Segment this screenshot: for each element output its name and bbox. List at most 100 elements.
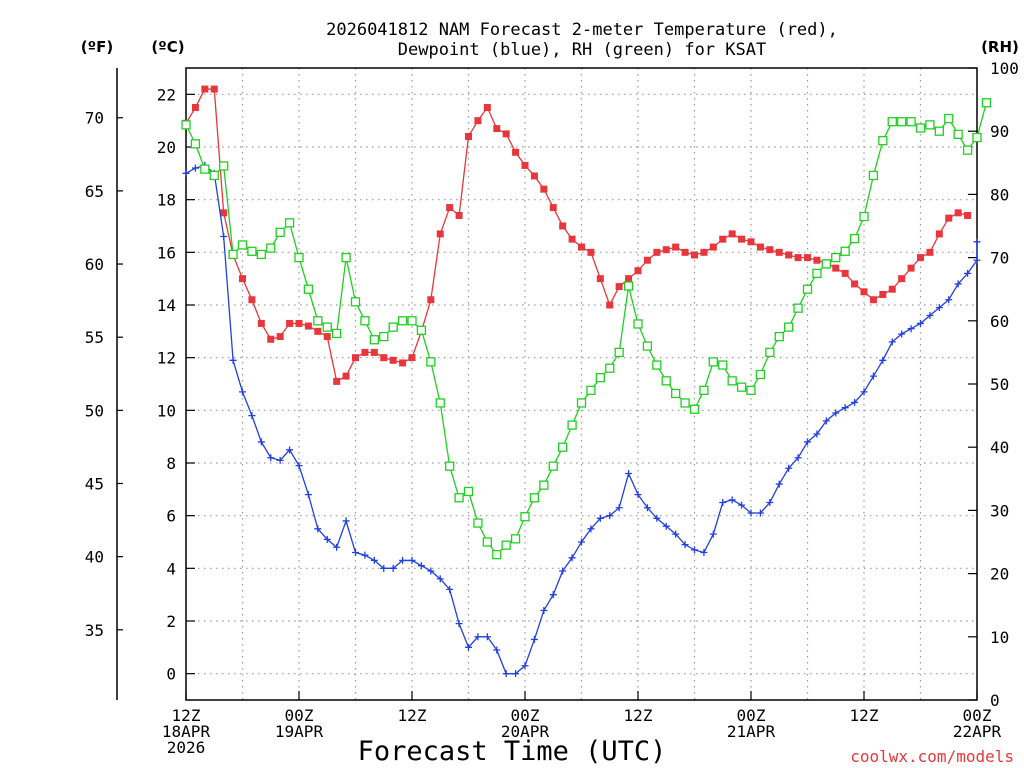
dewpoint-point	[766, 499, 774, 506]
temperature-point	[879, 290, 887, 298]
temperature-point	[587, 248, 595, 256]
fahrenheit-unit-label: (ºF)	[81, 38, 113, 56]
rh-tick-label: 30	[990, 501, 1009, 520]
dewpoint-series	[182, 161, 981, 678]
temperature-point	[483, 104, 491, 111]
dewpoint-point	[286, 446, 294, 454]
dewpoint-point	[794, 454, 802, 462]
rh-tick-label: 10	[990, 628, 1009, 647]
rh-point	[190, 139, 201, 149]
dewpoint-point	[860, 388, 868, 396]
temperature-point	[728, 230, 736, 238]
celsius-tick-label: 2	[166, 612, 176, 631]
temperature-point	[559, 222, 567, 230]
rh-tick-label: 60	[990, 312, 1009, 331]
dewpoint-point	[643, 504, 651, 512]
temperature-point	[201, 85, 209, 93]
rh-point	[614, 347, 624, 358]
rh-point	[727, 376, 737, 386]
rh-point	[266, 243, 276, 253]
time-tick-label: 00Z	[511, 706, 540, 725]
temperature-point	[370, 348, 378, 356]
rh-point	[849, 233, 860, 244]
temperature-point	[512, 148, 520, 156]
rh-point	[294, 252, 304, 263]
temperature-point	[653, 248, 661, 256]
time-tick-label: 12Z	[850, 706, 879, 725]
temperature-point	[672, 243, 680, 251]
rh-point	[793, 303, 803, 313]
temperature-point	[785, 251, 793, 259]
rh-point	[736, 382, 747, 392]
rh-point	[859, 211, 869, 222]
rh-point	[341, 252, 351, 263]
dewpoint-point	[917, 319, 924, 327]
rh-point	[313, 316, 323, 326]
dewpoint-point	[182, 169, 190, 177]
rh-point	[642, 341, 653, 351]
dewpoint-point	[568, 554, 576, 562]
rh-unit-label: (RH)	[981, 38, 1019, 56]
rh-point	[661, 376, 671, 386]
rh-point	[558, 442, 568, 452]
rh-point	[332, 328, 342, 339]
rh-point	[445, 461, 455, 471]
rh-point	[897, 117, 907, 127]
rh-point	[510, 534, 521, 544]
temperature-point	[719, 235, 727, 243]
celsius-tick-label: 6	[166, 507, 176, 526]
dewpoint-point	[634, 491, 642, 499]
dewpoint-point	[935, 304, 943, 312]
temperature-point	[681, 248, 689, 256]
fahrenheit-tick-label: 50	[85, 401, 104, 420]
rh-tick-label: 80	[990, 185, 1009, 204]
temperature-point	[907, 264, 915, 272]
temperature-point	[399, 359, 407, 367]
rh-point	[953, 129, 963, 140]
rh-point	[944, 113, 954, 124]
dewpoint-point	[700, 549, 708, 557]
dewpoint-point	[653, 514, 661, 522]
rh-point	[708, 357, 718, 367]
temperature-point	[747, 238, 755, 246]
temperature-point	[869, 296, 877, 304]
temperature-point	[568, 235, 576, 243]
temperature-point	[502, 130, 510, 138]
rh-point	[652, 360, 662, 370]
dewpoint-point	[389, 564, 397, 572]
rh-point	[623, 281, 634, 291]
dewpoint-point	[493, 646, 501, 654]
dewpoint-point	[399, 556, 407, 564]
axis-ticks: 0 2 4 6 8 10 12 14 16 18 20 22 35 40 45 50 55 60 65 70 0 10 20…	[85, 59, 1019, 757]
temperature-point	[436, 230, 444, 238]
temperature-point	[210, 85, 218, 93]
time-tick-label: 00Z	[285, 706, 314, 725]
dewpoint-point	[926, 312, 934, 320]
temperature-point	[474, 117, 482, 125]
temperature-point	[709, 243, 717, 251]
temperature-point	[248, 296, 256, 304]
temperature-point	[954, 209, 962, 217]
temperature-point	[295, 319, 303, 327]
rh-point	[906, 117, 916, 127]
rh-point	[915, 123, 926, 133]
dewpoint-point	[954, 280, 962, 288]
temperature-point	[766, 246, 774, 254]
celsius-tick-label: 14	[157, 296, 176, 315]
rh-point	[529, 493, 540, 503]
dewpoint-point	[295, 462, 303, 470]
dewpoint-point	[239, 388, 246, 396]
temperature-point	[804, 254, 811, 262]
dewpoint-point	[361, 551, 369, 559]
temperature-point	[775, 248, 783, 256]
dewpoint-point	[352, 549, 359, 557]
rh-point	[228, 249, 238, 260]
dewpoint-point	[276, 456, 284, 464]
time-tick-label: 12Z	[172, 706, 201, 725]
temperature-point	[257, 319, 265, 327]
dewpoint-point	[681, 541, 689, 549]
celsius-tick-label: 18	[157, 191, 176, 210]
dewpoint-point	[530, 635, 538, 643]
dewpoint-point	[813, 430, 821, 438]
